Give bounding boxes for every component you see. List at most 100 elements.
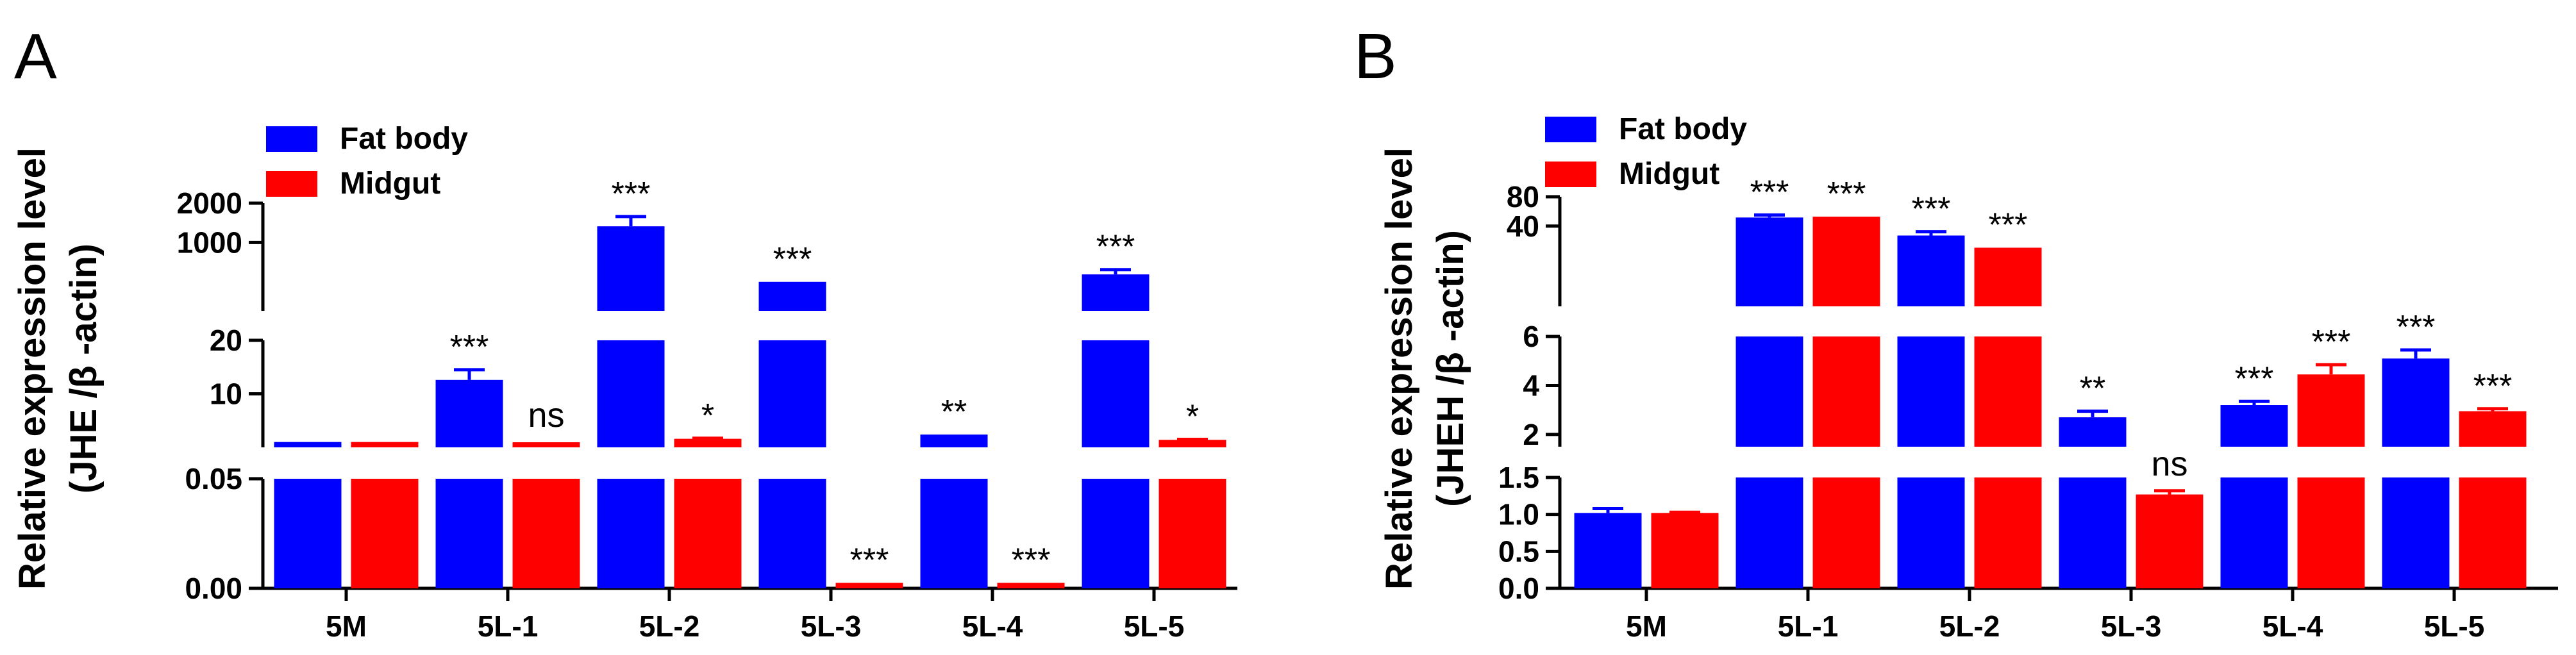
significance-label: ***	[850, 542, 889, 579]
y-tick-label: 20	[210, 324, 242, 357]
bar-fat-body	[758, 340, 826, 447]
y-tick-label: 80	[1507, 180, 1539, 213]
bar-fat-body	[597, 226, 665, 311]
significance-label: *	[701, 397, 714, 435]
significance-label: ns	[2151, 445, 2187, 483]
x-tick-label: 5L-2	[1939, 609, 2000, 643]
legend-label-fat-body-a: Fat body	[340, 122, 468, 156]
bar-midgut	[512, 479, 580, 588]
ylabel-a-line1: Relative expression level	[12, 147, 53, 590]
bar-midgut	[2297, 477, 2365, 588]
legend-label-midgut-a: Midgut	[340, 167, 440, 201]
y-tick-label: 2	[1523, 418, 1539, 451]
bar-fat-body	[758, 281, 826, 311]
bar-fat-body	[1082, 340, 1150, 447]
x-tick-label: 5L-2	[639, 609, 700, 643]
bar-fat-body	[2059, 477, 2127, 588]
bar-midgut	[674, 479, 742, 588]
bar-fat-body	[1897, 477, 1965, 588]
legend-swatch-fat-body-b	[1545, 117, 1596, 142]
bar-midgut	[1651, 513, 1719, 588]
bar-fat-body	[2059, 417, 2127, 447]
bar-fat-body	[920, 434, 988, 447]
bar-fat-body	[1735, 336, 1803, 447]
bar-fat-body	[597, 340, 665, 447]
bar-midgut	[2459, 411, 2527, 447]
bar-fat-body	[274, 479, 342, 588]
bar-fat-body	[920, 479, 988, 588]
significance-label: ***	[1096, 229, 1135, 266]
bar-fat-body	[2220, 405, 2288, 447]
x-tick-label: 5L-4	[962, 609, 1023, 643]
y-tick-label: 4	[1523, 369, 1539, 402]
significance-label: ***	[1012, 542, 1051, 579]
y-tick-label: 1000	[177, 226, 242, 259]
panel-label-b: B	[1354, 21, 1397, 92]
y-tick-label: 0.05	[185, 462, 242, 495]
y-tick-label: 6	[1523, 320, 1539, 353]
bar-midgut	[351, 442, 419, 447]
bar-fat-body	[758, 479, 826, 588]
y-tick-label: 1.0	[1498, 498, 1539, 531]
bar-fat-body	[1897, 235, 1965, 306]
significance-label: ns	[528, 396, 564, 435]
bar-midgut	[1812, 477, 1880, 588]
panel-label-a: A	[14, 21, 57, 92]
bar-fat-body	[597, 479, 665, 588]
bar-midgut	[1812, 217, 1880, 306]
bar-fat-body	[1735, 477, 1803, 588]
significance-label: ***	[773, 241, 812, 278]
bar-midgut	[1974, 477, 2042, 588]
bar-midgut	[2136, 494, 2204, 588]
bar-fat-body	[1082, 274, 1150, 311]
significance-label: ***	[1827, 176, 1866, 213]
bar-fat-body	[435, 479, 503, 588]
y-tick-label: 0.0	[1498, 572, 1539, 605]
bar-fat-body	[2220, 477, 2288, 588]
significance-label: **	[2080, 370, 2105, 408]
y-tick-label: 10	[210, 377, 242, 411]
legend-swatch-fat-body-a	[266, 126, 317, 152]
bar-midgut	[351, 479, 419, 588]
bar-midgut	[1974, 247, 2042, 306]
significance-label: ***	[1912, 191, 1951, 228]
significance-label: **	[941, 394, 967, 431]
bar-midgut	[1812, 336, 1880, 447]
bar-midgut	[1158, 440, 1226, 447]
bar-fat-body	[274, 442, 342, 447]
significance-label: ***	[1750, 174, 1789, 211]
bar-fat-body	[2382, 477, 2450, 588]
y-tick-label: 0.00	[185, 572, 242, 605]
x-tick-label: 5L-1	[1778, 609, 1839, 643]
ylabel-b-line2: (JHEH /β -actin)	[1430, 230, 1471, 507]
x-tick-label: 5M	[1626, 609, 1667, 643]
bar-fat-body	[435, 379, 503, 447]
bar-midgut	[1158, 479, 1226, 588]
bar-midgut	[1974, 336, 2042, 447]
x-tick-label: 5L-5	[2424, 609, 2485, 643]
bar-midgut	[997, 583, 1065, 588]
x-tick-label: 5L-3	[801, 609, 862, 643]
x-tick-label: 5L-4	[2262, 609, 2323, 643]
significance-label: ***	[2312, 324, 2351, 361]
significance-label: ***	[2235, 360, 2274, 397]
legend-label-midgut-b: Midgut	[1619, 157, 1719, 191]
bar-midgut	[835, 583, 903, 588]
bar-fat-body	[1735, 217, 1803, 306]
ylabel-b-line1: Relative expression level	[1378, 147, 1420, 590]
x-tick-label: 5L-3	[2101, 609, 2162, 643]
legend-swatch-midgut-a	[266, 171, 317, 197]
significance-label: *	[1186, 398, 1199, 435]
y-tick-label: 40	[1507, 210, 1539, 243]
x-tick-label: 5M	[326, 609, 367, 643]
significance-label: ***	[450, 329, 489, 366]
y-tick-label: 2000	[177, 187, 242, 220]
legend-label-fat-body-b: Fat body	[1619, 112, 1747, 146]
bar-fat-body	[2382, 358, 2450, 447]
y-tick-label: 0.5	[1498, 535, 1539, 568]
x-tick-label: 5L-5	[1124, 609, 1185, 643]
bar-midgut	[2297, 374, 2365, 447]
